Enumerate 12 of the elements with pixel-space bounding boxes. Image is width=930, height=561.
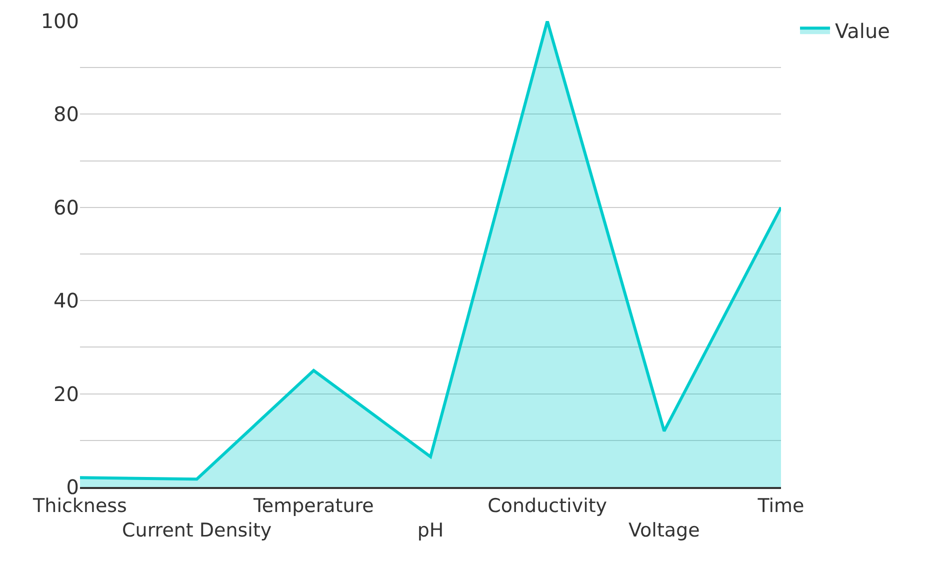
- x-tick-label: Current Density: [122, 520, 272, 542]
- y-tick-label: 100: [40, 9, 79, 33]
- x-tick-label: pH: [417, 520, 444, 542]
- y-tick-label: 40: [54, 288, 79, 313]
- y-tick-label: 60: [54, 195, 79, 220]
- y-tick-label: 80: [54, 102, 79, 126]
- x-tick-label: Voltage: [628, 520, 700, 542]
- x-tick-label: Conductivity: [488, 494, 608, 517]
- y-tick-label: 20: [54, 382, 79, 406]
- x-tick-label: Temperature: [252, 494, 374, 517]
- x-tick-label: Time: [756, 494, 804, 517]
- legend-label: Value: [835, 18, 890, 43]
